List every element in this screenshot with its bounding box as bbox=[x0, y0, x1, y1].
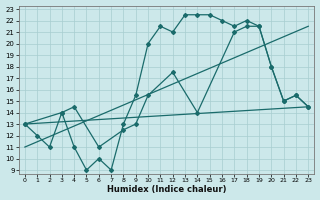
X-axis label: Humidex (Indice chaleur): Humidex (Indice chaleur) bbox=[107, 185, 226, 194]
